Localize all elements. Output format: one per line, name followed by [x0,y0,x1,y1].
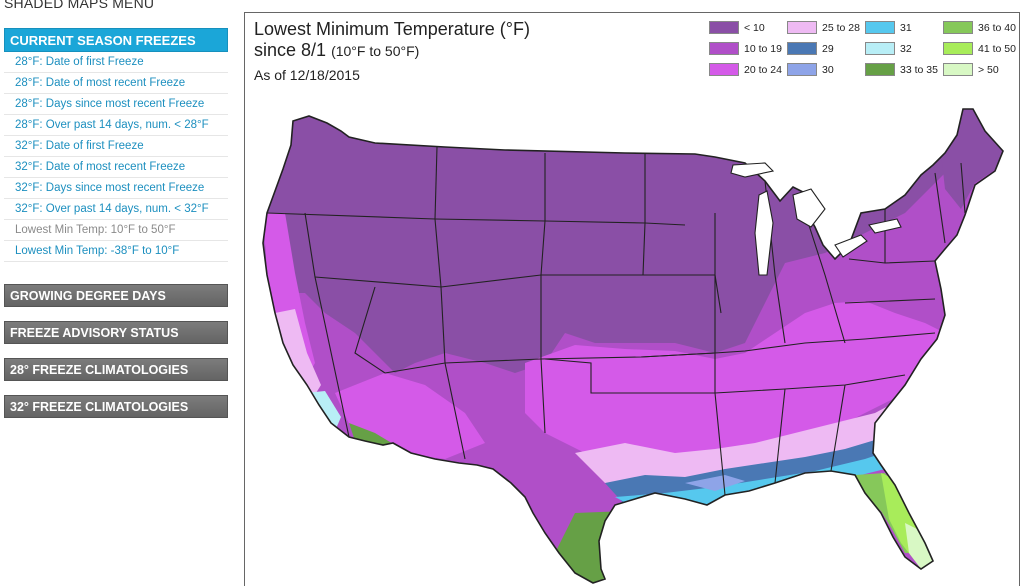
legend-swatch [787,42,817,55]
zone-below-10-northeast [941,109,1003,209]
legend-item: > 50 [943,63,999,76]
freeze-advisory-status-button[interactable]: FREEZE ADVISORY STATUS [4,321,228,344]
zone-above-50 [905,523,935,569]
legend-item: 10 to 19 [709,42,782,55]
legend-label: 33 to 35 [900,63,938,76]
legend-label: > 50 [978,63,999,76]
great-lakes [730,162,902,276]
zone-29 [605,427,909,505]
legend-item: 31 [865,21,912,34]
map-subtitle: since 8/1 (10°F to 50°F) [254,40,419,61]
legend-label: < 10 [744,21,765,34]
legend-item: 41 to 50 [943,42,1016,55]
legend-label: 20 to 24 [744,63,782,76]
link-28f-days-since[interactable]: 28°F: Days since most recent Freeze [4,94,228,115]
legend-label: 32 [900,42,912,55]
link-32f-first-freeze[interactable]: 32°F: Date of first Freeze [4,136,228,157]
lake-michigan [754,190,774,276]
lake-huron [792,188,826,228]
zone-20-to-24 [525,301,945,473]
zone-31 [615,449,895,513]
lake-superior [730,162,775,178]
link-28f-past-14-days[interactable]: 28°F: Over past 14 days, num. < 28°F [4,115,228,136]
zone-30 [685,475,745,491]
lake-ontario [868,218,902,234]
sidebar: CURRENT SEASON FREEZES 28°F: Date of fir… [4,28,228,262]
lake-erie [834,234,868,258]
28-freeze-climatologies-button[interactable]: 28° FREEZE CLIMATOLOGIES [4,358,228,381]
link-32f-days-since[interactable]: 32°F: Days since most recent Freeze [4,178,228,199]
legend-label: 10 to 19 [744,42,782,55]
freeze-map-links: 28°F: Date of first Freeze 28°F: Date of… [4,52,228,262]
legend-label: 31 [900,21,912,34]
menu-title: SHADED MAPS MENU [4,0,155,11]
zone-25-to-28 [575,373,935,489]
legend-item: < 10 [709,21,765,34]
legend-label: 29 [822,42,834,55]
map-title: Lowest Minimum Temperature (°F) [254,19,530,39]
link-32f-recent-freeze[interactable]: 32°F: Date of most recent Freeze [4,157,228,178]
us-temperature-map [262,108,1004,584]
32-freeze-climatologies-button[interactable]: 32° FREEZE CLIMATOLOGIES [4,395,228,418]
legend-label: 36 to 40 [978,21,1016,34]
legend-item: 25 to 28 [787,21,860,34]
map-subtitle-range: (10°F to 50°F) [331,43,420,59]
legend-swatch [943,63,973,76]
map-as-of-date: As of 12/18/2015 [254,67,360,83]
link-lowest-min-38-10[interactable]: Lowest Min Temp: -38°F to 10°F [4,241,228,262]
temperature-zones [263,109,1003,583]
current-season-freezes-header[interactable]: CURRENT SEASON FREEZES [4,28,228,52]
link-28f-recent-freeze[interactable]: 28°F: Date of most recent Freeze [4,73,228,94]
legend-swatch [709,42,739,55]
map-panel: Lowest Minimum Temperature (°F) since 8/… [244,12,1020,586]
legend-item: 20 to 24 [709,63,782,76]
link-32f-past-14-days[interactable]: 32°F: Over past 14 days, num. < 32°F [4,199,228,220]
legend-item: 29 [787,42,834,55]
legend-swatch [943,42,973,55]
legend-label: 25 to 28 [822,21,860,34]
legend-item: 30 [787,63,834,76]
legend-swatch [787,21,817,34]
legend-swatch [787,63,817,76]
legend-swatch [943,21,973,34]
legend-label: 30 [822,63,834,76]
legend-swatch [865,63,895,76]
growing-degree-days-button[interactable]: GROWING DEGREE DAYS [4,284,228,307]
legend-swatch [709,63,739,76]
map-subtitle-since: since 8/1 [254,40,327,60]
legend-item: 33 to 35 [865,63,938,76]
legend-swatch [865,21,895,34]
legend-item: 36 to 40 [943,21,1016,34]
zone-25-to-28-west [275,309,321,401]
legend-swatch [709,21,739,34]
link-lowest-min-10-50[interactable]: Lowest Min Temp: 10°F to 50°F [4,220,228,241]
legend-label: 41 to 50 [978,42,1016,55]
legend-swatch [865,42,895,55]
legend-item: 32 [865,42,912,55]
link-28f-first-freeze[interactable]: 28°F: Date of first Freeze [4,52,228,73]
